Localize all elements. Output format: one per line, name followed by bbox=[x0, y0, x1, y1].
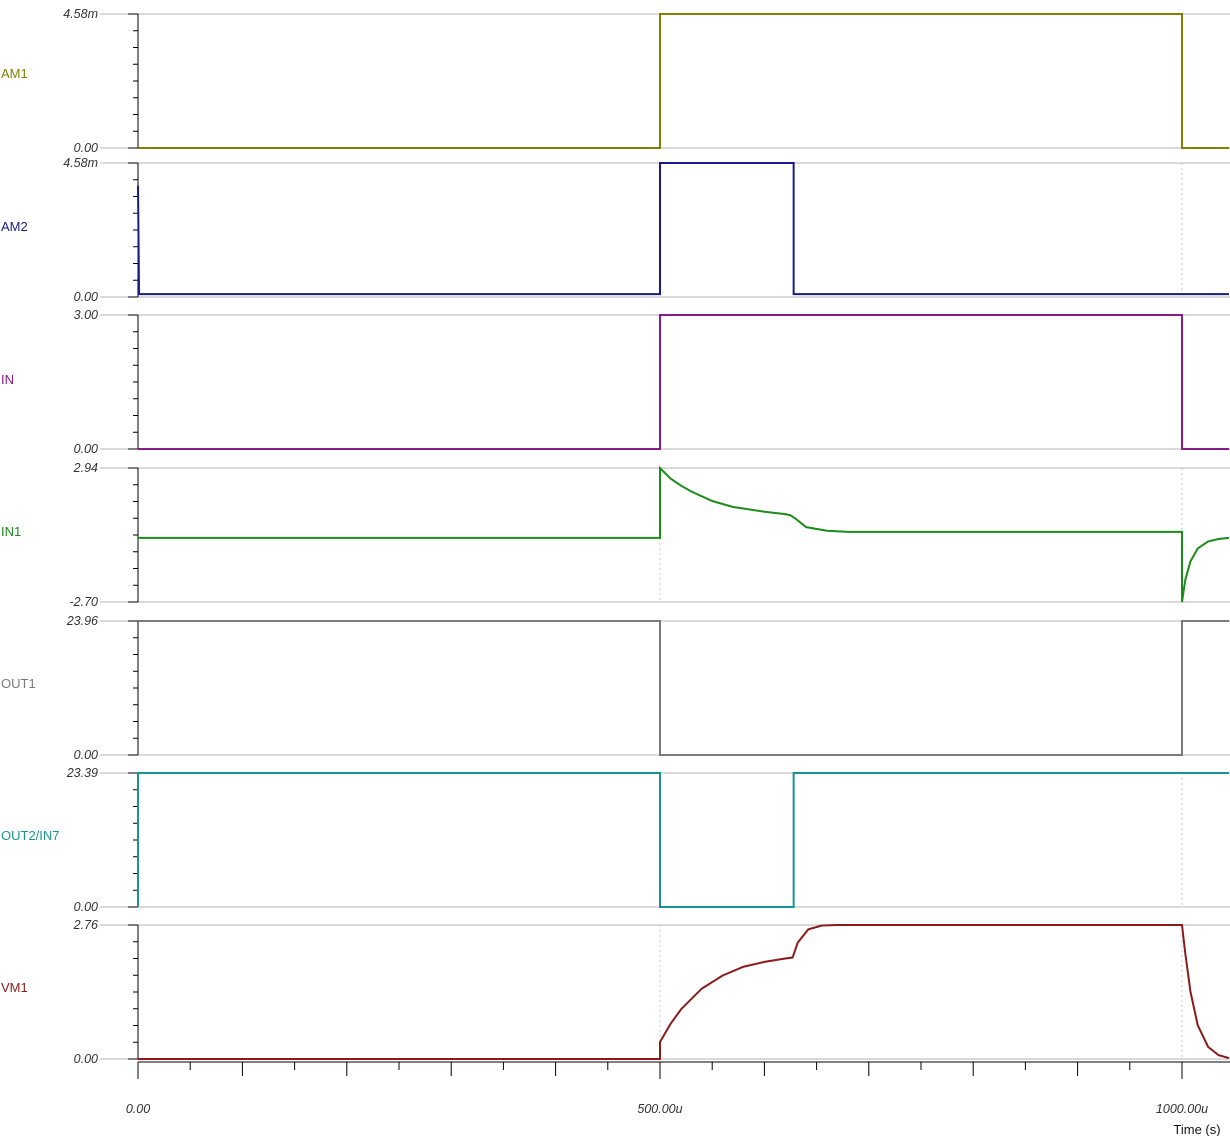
panel-in-y-bottom-label: 0.00 bbox=[74, 442, 98, 456]
panel-out2-in7: 23.39 0.00 OUT2/IN7 bbox=[1, 766, 1230, 914]
panel-am1-y-top-label: 4.58m bbox=[63, 7, 98, 21]
panel-out1-y-bottom-label: 0.00 bbox=[74, 748, 98, 762]
panel-am2-y-top-label: 4.58m bbox=[63, 156, 98, 170]
panel-in-y-top-label: 3.00 bbox=[74, 308, 98, 322]
x-axis-title: Time (s) bbox=[1173, 1122, 1220, 1136]
panel-vm1: 2.76 0.00 VM1 bbox=[1, 918, 1230, 1066]
trace-label-out1: OUT1 bbox=[1, 676, 36, 691]
panel-out2-in7-y-bottom-label: 0.00 bbox=[74, 900, 98, 914]
time-axis-label-1: 500.00u bbox=[637, 1102, 682, 1116]
trace-am1 bbox=[138, 13, 1229, 149]
panel-am2-y-bottom-label: 0.00 bbox=[74, 290, 98, 304]
panel-vm1-y-bottom-label: 0.00 bbox=[74, 1052, 98, 1066]
trace-label-am2: AM2 bbox=[1, 219, 28, 234]
panel-am2: 4.58m 0.00 AM2 bbox=[1, 156, 1230, 304]
panel-in1-y-bottom-label: -2.70 bbox=[70, 595, 99, 609]
trace-out1 bbox=[138, 620, 1229, 756]
trace-panels: 4.58m0.00AM14.58m0.00AM23.000.00IN2.94-2… bbox=[1, 7, 1230, 1066]
panel-in1: 2.94 -2.70 IN1 bbox=[1, 461, 1230, 609]
time-axis-label-2: 1000.00u bbox=[1156, 1102, 1208, 1116]
panel-in1-y-top-label: 2.94 bbox=[73, 461, 98, 475]
trace-label-in1: IN1 bbox=[1, 524, 21, 539]
panel-out1: 23.96 0.00 OUT1 bbox=[1, 614, 1230, 762]
trace-out2-in7 bbox=[137, 772, 1229, 908]
panel-am1-y-bottom-label: 0.00 bbox=[74, 141, 98, 155]
trace-am2 bbox=[137, 162, 1229, 296]
trace-label-out2-in7: OUT2/IN7 bbox=[1, 828, 60, 843]
panel-out2-in7-y-top-label: 23.39 bbox=[66, 766, 98, 780]
trace-label-am1: AM1 bbox=[1, 66, 28, 81]
time-axis: 0.00 500.00u 1000.00u bbox=[126, 1061, 1230, 1116]
time-axis-label-0: 0.00 bbox=[126, 1102, 150, 1116]
panel-out1-y-top-label: 23.96 bbox=[66, 614, 98, 628]
trace-label-in: IN bbox=[1, 372, 14, 387]
trace-in bbox=[138, 314, 1229, 450]
trace-label-vm1: VM1 bbox=[1, 980, 28, 995]
panel-vm1-y-top-label: 2.76 bbox=[73, 918, 98, 932]
panel-in: 3.00 0.00 IN bbox=[1, 308, 1230, 456]
trace-vm1 bbox=[138, 924, 1230, 1060]
panel-am1: 4.58m 0.00 AM1 bbox=[1, 7, 1230, 155]
trace-in1 bbox=[138, 465, 1230, 603]
